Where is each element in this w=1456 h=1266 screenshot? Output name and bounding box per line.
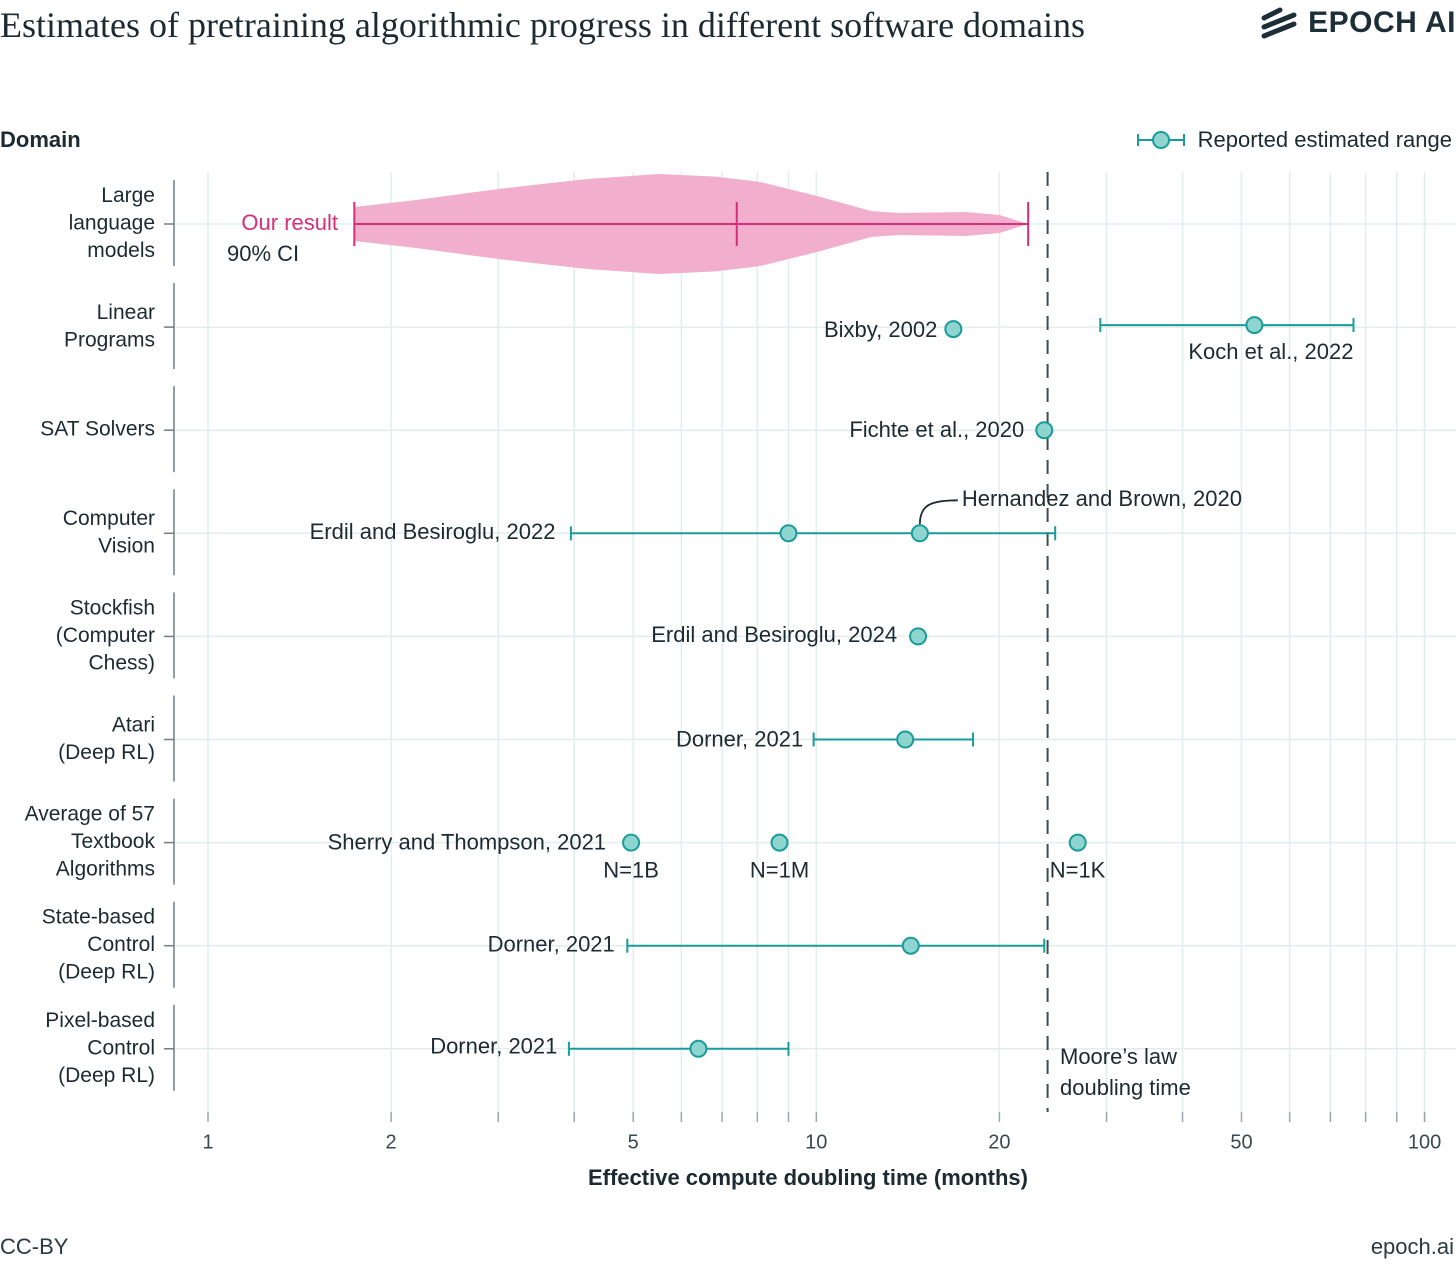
epoch-logo: EPOCH AI — [1260, 6, 1456, 40]
estimate-point — [779, 524, 798, 543]
estimate-label: Fichte et al., 2020 — [849, 417, 1024, 442]
estimate-point — [944, 320, 963, 339]
estimate-label: Hernandez and Brown, 2020 — [962, 486, 1242, 511]
category-label: Pixel-based — [45, 1009, 155, 1032]
category-label: Atari — [112, 713, 155, 736]
logo-text: EPOCH AI — [1308, 6, 1456, 39]
epoch-logo-icon — [1261, 7, 1297, 39]
estimate-point — [1035, 421, 1054, 440]
x-tick-label: 50 — [1230, 1131, 1252, 1153]
x-tick-label: 20 — [988, 1131, 1010, 1153]
site-link[interactable]: epoch.ai — [1370, 1234, 1454, 1259]
y-axis-title: Domain — [0, 127, 81, 152]
category-label: State-based — [42, 906, 155, 929]
estimate-label: Dorner, 2021 — [430, 1034, 557, 1059]
x-tick-label: 100 — [1408, 1131, 1441, 1153]
estimate-point — [770, 833, 789, 852]
our-result-label: Our result — [241, 210, 338, 235]
estimate-point — [909, 627, 928, 646]
category-label: (Deep RL) — [58, 741, 155, 764]
category-label: Average of 57 — [25, 803, 155, 826]
category-label: language — [69, 212, 155, 235]
category-label: Programs — [64, 328, 155, 351]
estimate-label: Erdil and Besiroglu, 2022 — [310, 519, 556, 544]
estimate-point — [689, 1039, 708, 1058]
x-axis-title: Effective compute doubling time (months) — [588, 1165, 1028, 1190]
category-label: (Deep RL) — [58, 961, 155, 984]
x-tick-label: 1 — [202, 1131, 213, 1153]
legend: Reported estimated range — [1136, 127, 1452, 153]
category-label: (Deep RL) — [58, 1064, 155, 1087]
legend-range-icon — [1136, 131, 1185, 149]
license-text: CC-BY — [0, 1234, 69, 1259]
category-label: Stockfish — [70, 596, 155, 619]
estimate-label: Dorner, 2021 — [488, 932, 615, 957]
estimate-label: Koch et al., 2022 — [1188, 339, 1353, 364]
ci-label: 90% CI — [227, 241, 299, 266]
category-label: models — [87, 239, 155, 262]
x-tick-label: 10 — [805, 1131, 827, 1153]
estimate-label: Dorner, 2021 — [676, 726, 803, 751]
category-label: (Computer — [56, 624, 155, 647]
estimate-label: Sherry and Thompson, 2021 — [328, 829, 606, 854]
category-label: Chess) — [88, 651, 155, 674]
category-label: Linear — [97, 301, 155, 324]
category-label: Algorithms — [56, 858, 155, 881]
category-label: Control — [87, 1036, 155, 1059]
estimate-point — [910, 524, 929, 543]
chart-title: Estimates of pretraining algorithmic pro… — [0, 5, 1086, 45]
category-label: Computer — [63, 507, 155, 530]
legend-label: Reported estimated range — [1197, 127, 1452, 152]
sample-size-label: N=1K — [1050, 857, 1106, 882]
category-label: Vision — [98, 535, 155, 558]
category-label: SAT Solvers — [40, 418, 155, 441]
estimate-label: Bixby, 2002 — [824, 317, 937, 342]
category-label: Control — [87, 933, 155, 956]
estimate-point — [1245, 316, 1264, 335]
sample-size-label: N=1M — [750, 857, 809, 882]
estimate-point — [901, 936, 920, 955]
sample-size-label: N=1B — [603, 857, 659, 882]
estimate-point — [622, 833, 641, 852]
estimate-point — [1068, 833, 1087, 852]
moores-law-label: doubling time — [1060, 1075, 1191, 1100]
category-label: Textbook — [71, 830, 156, 853]
x-tick-label: 2 — [386, 1131, 397, 1153]
category-label: Large — [101, 184, 155, 207]
x-tick-label: 5 — [628, 1131, 639, 1153]
label-leader-line — [918, 499, 958, 525]
estimate-label: Erdil and Besiroglu, 2024 — [651, 622, 897, 647]
estimate-point — [896, 730, 915, 749]
moores-law-label: Moore’s law — [1060, 1044, 1177, 1069]
